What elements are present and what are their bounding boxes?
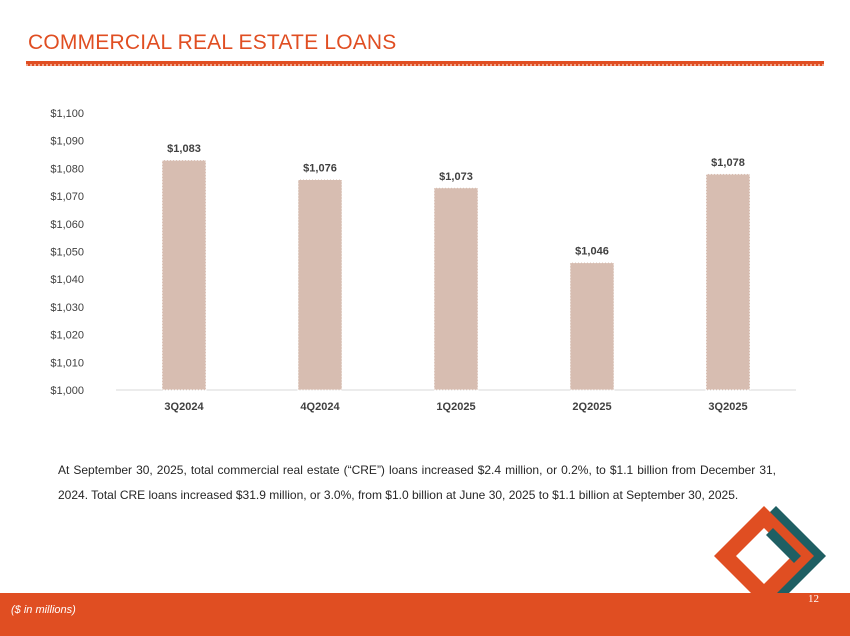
company-logo-icon [714,506,826,606]
y-tick-label: $1,090 [50,136,84,148]
y-tick-label: $1,050 [50,247,84,259]
y-tick-label: $1,080 [50,163,84,175]
y-tick-label: $1,100 [50,108,84,120]
data-label-3Q2025: $1,078 [711,157,745,169]
x-tick-label-3Q2025: 3Q2025 [708,401,747,413]
x-tick-label-2Q2025: 2Q2025 [572,401,611,413]
y-tick-label: $1,030 [50,302,84,314]
x-tick-label-1Q2025: 1Q2025 [436,401,475,413]
units-note: ($ in millions) [11,604,76,616]
y-tick-label: $1,040 [50,274,84,286]
y-tick-label: $1,010 [50,357,84,369]
summary-paragraph: At September 30, 2025, total commercial … [58,463,776,502]
data-label-1Q2025: $1,073 [439,171,473,183]
data-label-2Q2025: $1,046 [575,246,609,258]
y-axis: $1,000 $1,010 $1,020 $1,030 $1,040 $1,050 $1,0… [50,108,84,397]
page-title: COMMERCIAL REAL ESTATE LOANS [28,31,397,54]
page-number: 12 [808,593,819,605]
x-axis: 3Q2024 4Q2024 1Q2025 2Q2025 3Q2025 [164,401,747,413]
y-tick-label: $1,070 [50,191,84,203]
bars: $1,083 $1,076 $1,073 $1,046 $1,078 [161,143,751,391]
x-tick-label-3Q2024: 3Q2024 [164,401,204,413]
bar-4Q2024 [297,178,343,391]
y-tick-label: $1,000 [50,385,84,397]
data-label-4Q2024: $1,076 [303,162,337,174]
bar-3Q2024 [161,159,207,391]
footer-bar: ($ in millions) 12 [0,593,850,636]
bar-chart: $1,000 $1,010 $1,020 $1,030 $1,040 $1,050 $1,0… [50,108,796,413]
bar-3Q2025 [705,173,751,391]
y-tick-label: $1,060 [50,219,84,231]
y-tick-label: $1,020 [50,330,84,342]
data-label-3Q2024: $1,083 [167,143,201,155]
title-divider [26,61,824,66]
bar-1Q2025 [433,187,479,391]
x-tick-label-4Q2024: 4Q2024 [300,401,340,413]
bar-2Q2025 [569,262,615,391]
